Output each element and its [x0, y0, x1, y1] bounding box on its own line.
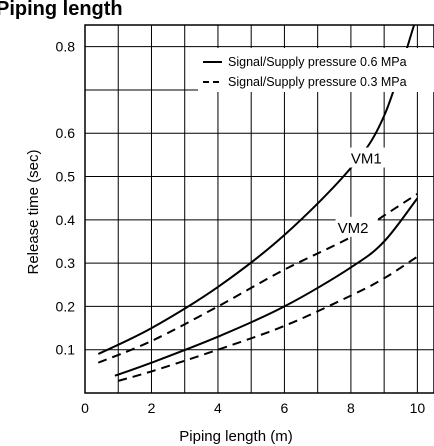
x-tick-label: 6: [281, 400, 289, 416]
y-tick-label: 0.1: [56, 342, 76, 358]
y-tick-label: 0.8: [56, 39, 76, 55]
curve-label-vm2: VM2: [338, 220, 369, 237]
axis-ticks: 0 2 4 6 8 10 0.1 0.2 0.3 0.4 0.5 0.6 0.8: [56, 39, 426, 416]
annotation-background: [348, 147, 391, 168]
series-lines: [97, 24, 419, 382]
series-line-vm2-dashed: [117, 255, 418, 382]
plot-frame: [84, 24, 434, 394]
legend-label: Signal/Supply pressure 0.6 MPa: [228, 55, 407, 69]
legend-background: [198, 48, 434, 92]
x-tick-label: 0: [81, 400, 89, 416]
series-line-vm1-solid: [97, 24, 416, 355]
series-line-vm1-dashed: [97, 192, 418, 364]
x-axis-label: Piping length (m): [179, 428, 292, 445]
x-tick-label: 2: [148, 400, 156, 416]
series-line-vm2-solid: [114, 197, 419, 377]
annotations: VM1 VM2: [335, 147, 391, 237]
x-tick-label: 8: [347, 400, 355, 416]
y-tick-label: 0.4: [56, 212, 76, 228]
y-tick-label: 0.2: [56, 298, 76, 314]
chart-title: Piping length: [0, 0, 123, 20]
y-axis-label: Release time (sec): [25, 149, 42, 274]
y-tick-label: 0.6: [56, 125, 76, 141]
y-tick-label: 0.5: [56, 169, 76, 185]
annotation-background: [335, 216, 378, 237]
legend: Signal/Supply pressure 0.6 MPa Signal/Sup…: [198, 48, 434, 92]
x-tick-label: 10: [410, 400, 426, 416]
curve-label-vm1: VM1: [351, 151, 382, 168]
legend-label: Signal/Supply pressure 0.3 MPa: [228, 75, 407, 89]
y-tick-label: 0.3: [56, 255, 76, 271]
x-tick-label: 4: [214, 400, 222, 416]
